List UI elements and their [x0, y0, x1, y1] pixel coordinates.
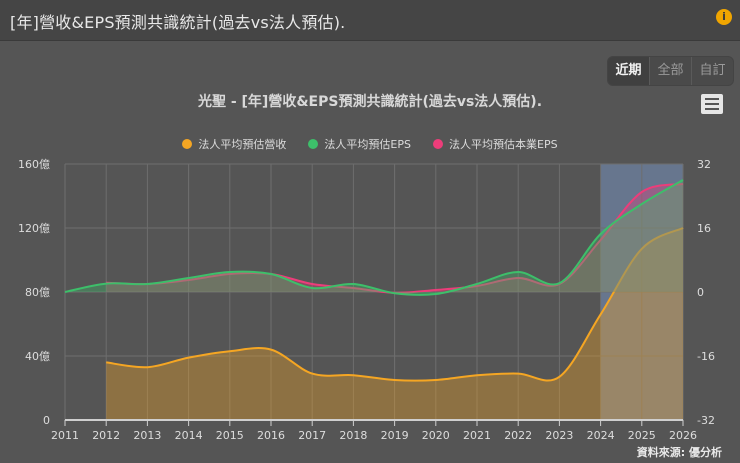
svg-text:120億: 120億 — [18, 222, 50, 235]
page-title: [年]營收&EPS預測共識統計(過去vs法人預估). — [10, 13, 346, 32]
range-custom-button[interactable]: 自訂 — [691, 57, 733, 85]
chart-title: 光聖 - [年]營收&EPS預測共識統計(過去vs法人預估). — [197, 94, 543, 110]
svg-text:2023: 2023 — [545, 429, 573, 442]
data-source: 資料來源: 優分析 — [636, 446, 722, 459]
svg-text:2024: 2024 — [587, 429, 615, 442]
svg-text:2016: 2016 — [257, 429, 285, 442]
legend-dot-icon — [182, 139, 193, 149]
svg-text:80億: 80億 — [25, 286, 50, 299]
svg-text:2015: 2015 — [216, 429, 244, 442]
legend-item-revenue[interactable]: 法人平均預估營收 — [182, 136, 286, 152]
svg-text:0: 0 — [43, 414, 50, 427]
legend-item-core-eps[interactable]: 法人平均預估本業EPS — [433, 136, 558, 152]
info-icon[interactable]: i — [716, 9, 732, 25]
chart-legend: 法人平均預估營收 法人平均預估EPS 法人平均預估本業EPS — [0, 136, 740, 152]
hamburger-menu-icon[interactable] — [701, 94, 723, 114]
series-eps-line[interactable] — [64, 179, 684, 296]
svg-text:2014: 2014 — [175, 429, 203, 442]
svg-text:2013: 2013 — [133, 429, 161, 442]
svg-text:40億: 40億 — [25, 350, 50, 363]
svg-text:2026: 2026 — [669, 429, 697, 442]
legend-dot-icon — [433, 139, 443, 149]
svg-text:160億: 160億 — [18, 158, 50, 171]
svg-text:0: 0 — [697, 286, 704, 299]
svg-text:2017: 2017 — [298, 429, 326, 442]
svg-text:2018: 2018 — [339, 429, 367, 442]
svg-text:2011: 2011 — [51, 429, 79, 442]
series-revenue-line[interactable] — [106, 227, 684, 382]
legend-dot-icon — [308, 139, 319, 149]
svg-text:2022: 2022 — [504, 429, 532, 442]
svg-text:2012: 2012 — [92, 429, 120, 442]
range-recent-button[interactable]: 近期 — [608, 57, 649, 85]
svg-text:2025: 2025 — [628, 429, 656, 442]
header-bar: [年]營收&EPS預測共識統計(過去vs法人預估). i — [0, 0, 740, 41]
svg-text:2021: 2021 — [463, 429, 491, 442]
range-all-button[interactable]: 全部 — [649, 57, 691, 85]
svg-text:2019: 2019 — [381, 429, 409, 442]
svg-text:-16: -16 — [697, 350, 715, 363]
svg-text:16: 16 — [697, 222, 711, 235]
range-selector: 近期 全部 自訂 — [607, 56, 734, 86]
svg-text:2020: 2020 — [422, 429, 450, 442]
legend-item-eps[interactable]: 法人平均預估EPS — [308, 136, 411, 152]
svg-text:32: 32 — [697, 158, 711, 171]
svg-text:-32: -32 — [697, 414, 715, 427]
